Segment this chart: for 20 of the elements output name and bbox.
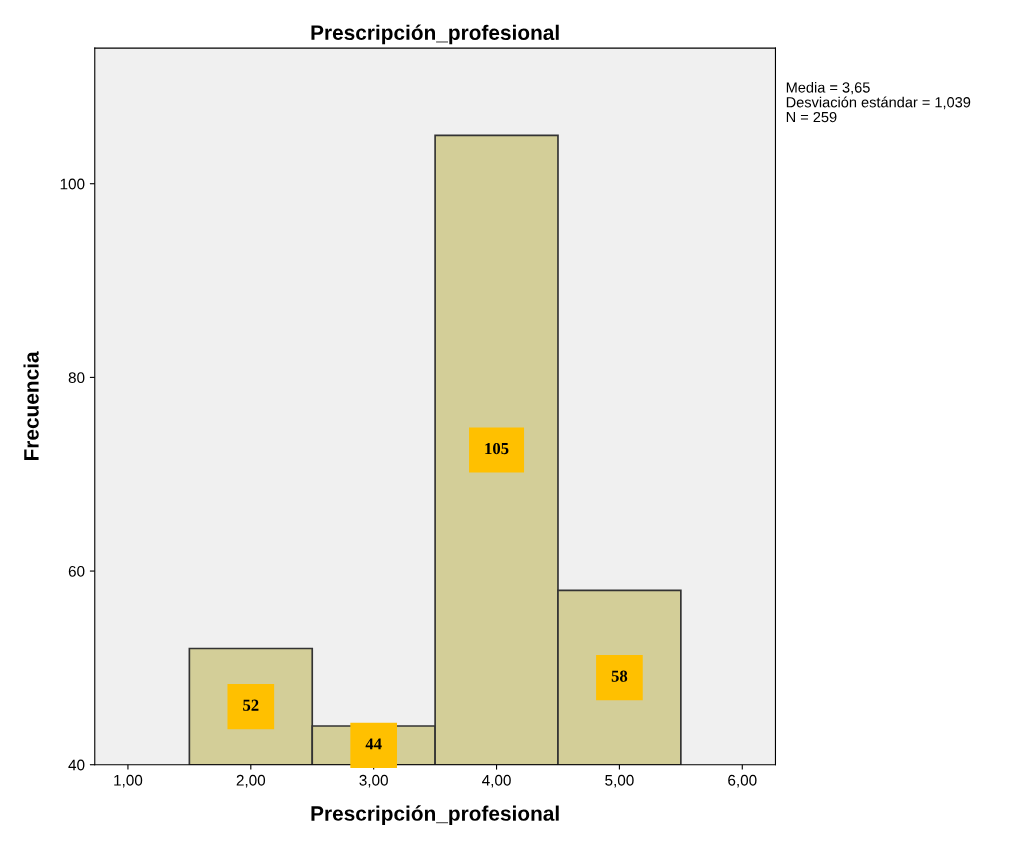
text: Desviación estándar = 1,039 <box>786 96 971 110</box>
x-axis-title: Prescripción_profesional <box>311 805 559 825</box>
x-tick-label: 2,00 <box>236 774 266 788</box>
x-tick-label: 5,00 <box>605 774 634 788</box>
x-tick-label: 4,00 <box>482 774 511 788</box>
data-label: 58 <box>611 670 628 682</box>
data-label: 44 <box>365 738 382 750</box>
y-tick-label: 60 <box>68 565 85 577</box>
text: N = 259 <box>786 111 837 123</box>
y-tick-label: 100 <box>60 178 85 190</box>
data-label: 52 <box>243 699 259 711</box>
y-tick-label: 40 <box>68 759 85 771</box>
x-tick-label: 3,00 <box>359 774 388 788</box>
text: Media = 3,65 <box>786 81 870 95</box>
x-tick-label: 1,00 <box>114 774 143 788</box>
data-label: 105 <box>485 442 509 455</box>
y-axis-title: Frecuencia <box>23 351 39 461</box>
x-tick-label: 6,00 <box>728 774 757 788</box>
y-tick-label: 80 <box>68 372 85 384</box>
chart-title: Prescripción_profesional <box>311 24 559 45</box>
